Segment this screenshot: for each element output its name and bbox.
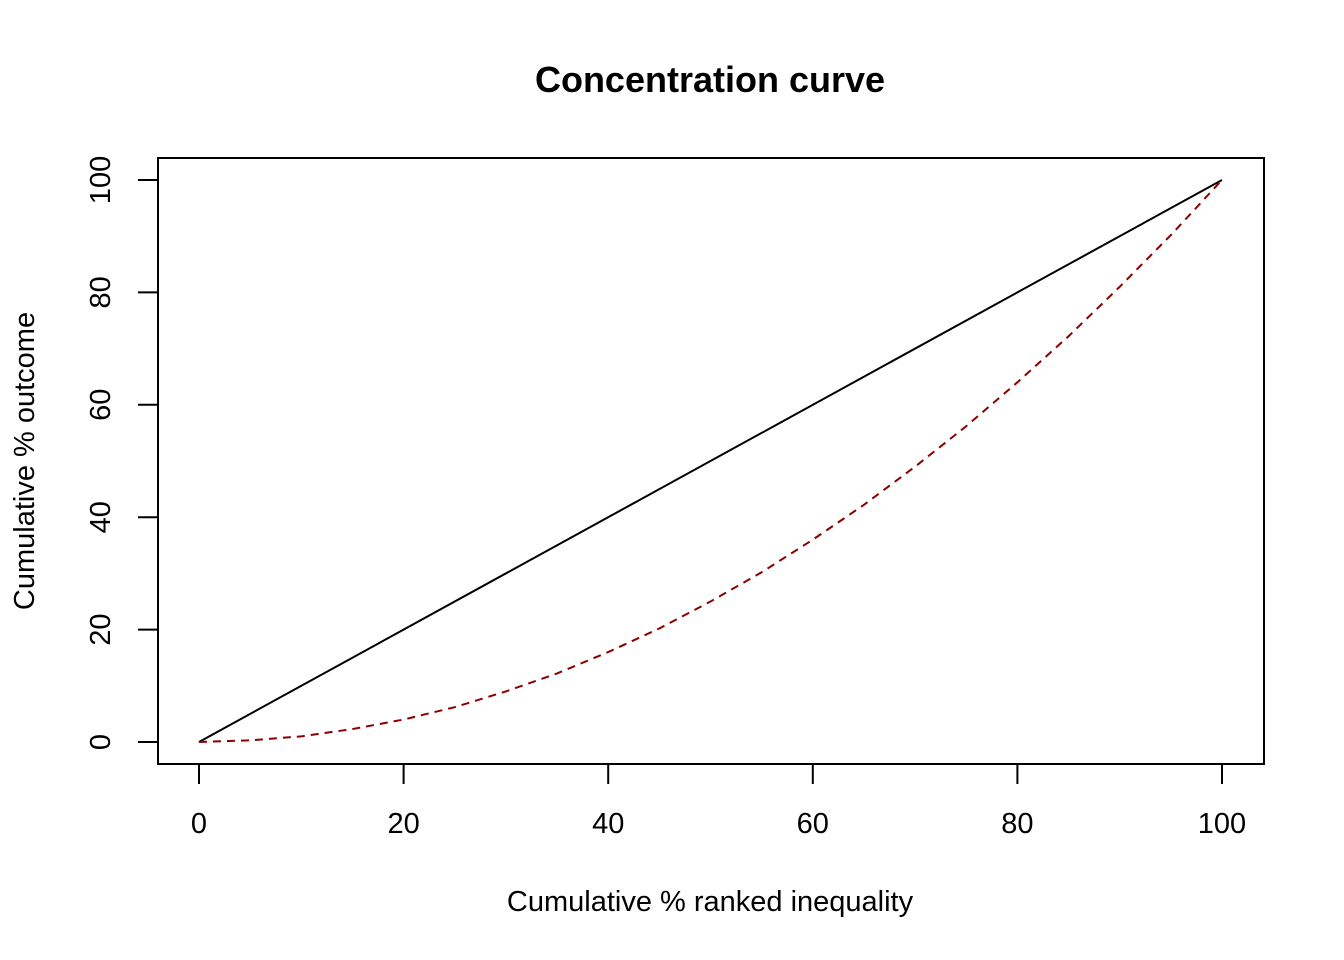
y-axis-label: Cumulative % outcome — [9, 312, 41, 610]
equality-line — [198, 179, 1223, 743]
y-tick-label: 100 — [85, 156, 117, 204]
y-tick-label: 80 — [85, 276, 117, 308]
x-tick-label: 80 — [1001, 808, 1033, 840]
chart-title: Concentration curve — [535, 59, 885, 100]
x-tick-label: 20 — [387, 808, 419, 840]
x-tick-label: 60 — [797, 808, 829, 840]
y-tick-label: 20 — [85, 613, 117, 645]
concentration-curve-line — [198, 179, 1223, 743]
x-axis-label: Cumulative % ranked inequality — [507, 886, 914, 918]
series-layer — [198, 179, 1223, 743]
x-axis: 0 20 40 60 80 100 — [191, 763, 1246, 840]
x-tick-label: 100 — [1198, 808, 1246, 840]
y-tick-label: 60 — [85, 389, 117, 421]
y-tick-label: 0 — [85, 734, 117, 750]
y-axis: 0 20 40 60 80 100 — [85, 156, 159, 750]
x-tick-label: 0 — [191, 808, 207, 840]
x-tick-label: 40 — [592, 808, 624, 840]
y-tick-label: 40 — [85, 501, 117, 533]
